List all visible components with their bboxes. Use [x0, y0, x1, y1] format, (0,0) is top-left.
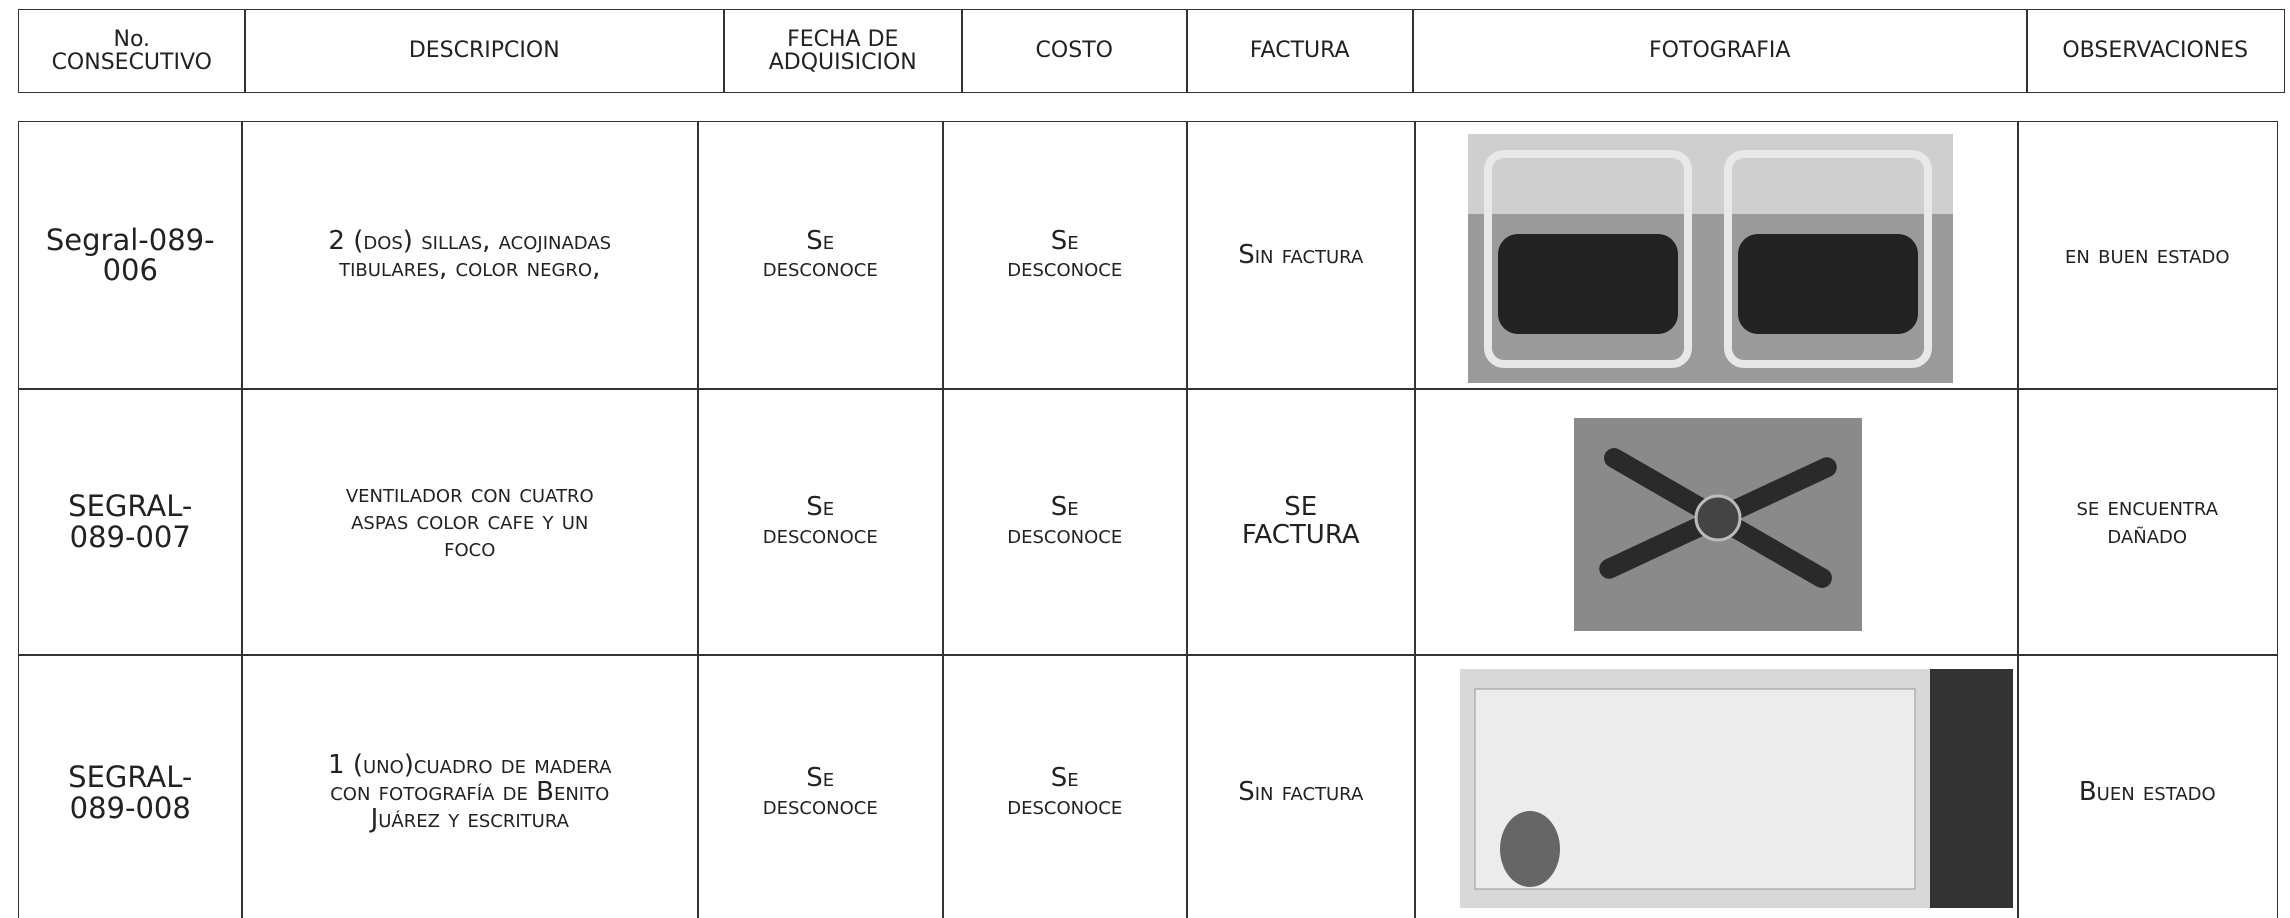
header-cell: COSTO — [961, 9, 1188, 93]
header-cell: FACTURA — [1186, 9, 1414, 93]
row-cell: ventilador con cuatro aspas color cafe y… — [241, 388, 699, 656]
row-cell: se encuentra dañado — [2017, 388, 2278, 656]
row-cell: Se desconoce — [942, 654, 1188, 918]
row-cell: SE FACTURA — [1186, 388, 1416, 656]
row-cell: en buen estado — [2017, 121, 2278, 390]
row-cell: Se desconoce — [942, 388, 1188, 656]
row-cell: Segral-089- 006 — [18, 121, 243, 390]
photo-fan — [1574, 418, 1862, 631]
photo-chairs — [1468, 134, 1953, 383]
photo-cell — [1414, 654, 2019, 918]
row-cell: SEGRAL- 089-007 — [18, 388, 243, 656]
row-cell: 2 (dos) sillas, acojinadas tibulares, co… — [241, 121, 699, 390]
photo-frame — [1460, 669, 2013, 908]
header-cell: FOTOGRAFIA — [1412, 9, 2028, 93]
row-cell: Se desconoce — [942, 121, 1188, 390]
row-cell: Se desconoce — [697, 388, 944, 656]
row-cell: Sin factura — [1186, 654, 1416, 918]
row-cell: SEGRAL- 089-008 — [18, 654, 243, 918]
row-cell: Buen estado — [2017, 654, 2278, 918]
row-cell: 1 (uno)cuadro de madera con fotografía d… — [241, 654, 699, 918]
header-cell: No. CONSECUTIVO — [18, 9, 246, 93]
row-cell: Se desconoce — [697, 654, 944, 918]
photo-cell — [1414, 388, 2019, 656]
header-cell: FECHA DE ADQUISICION — [723, 9, 963, 93]
row-cell: Sin factura — [1186, 121, 1416, 390]
header-cell: OBSERVACIONES — [2026, 9, 2285, 93]
header-cell: DESCRIPCION — [244, 9, 725, 93]
photo-cell — [1414, 121, 2019, 390]
row-cell: Se desconoce — [697, 121, 944, 390]
